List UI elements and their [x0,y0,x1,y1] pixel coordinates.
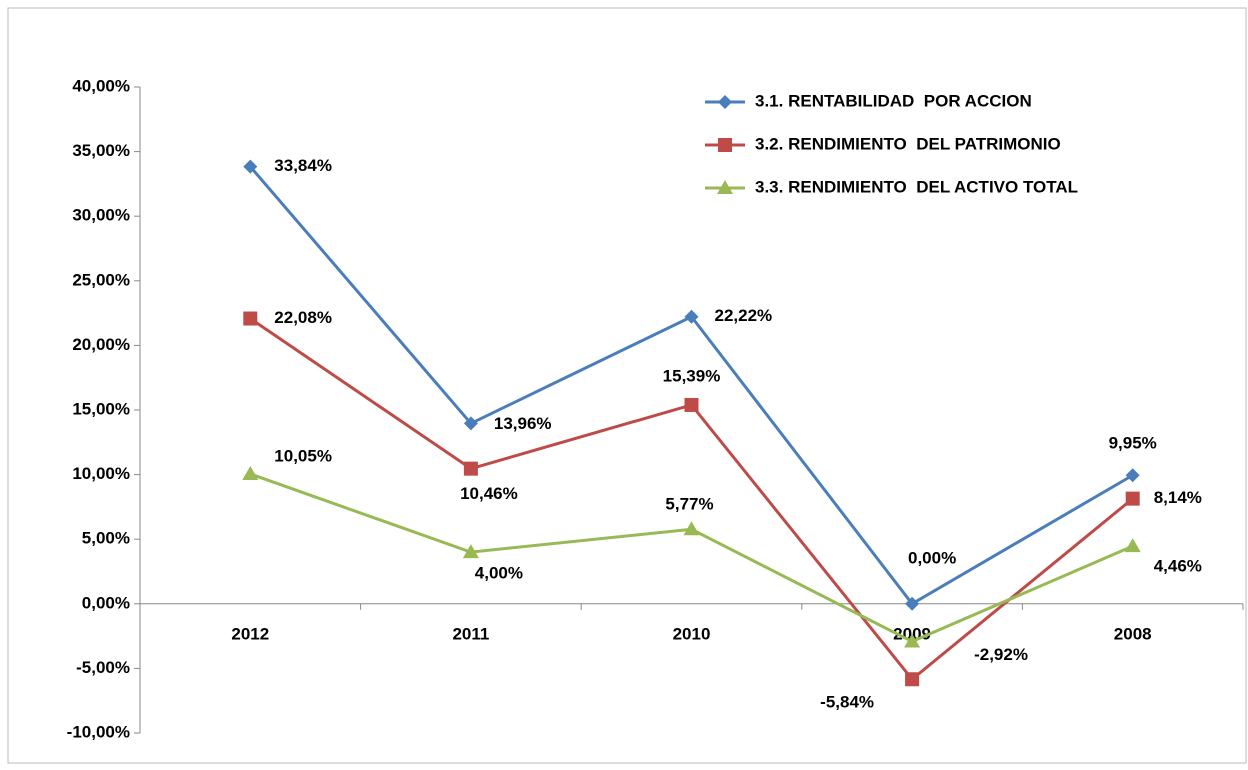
y-tick-label: 0,00% [82,593,130,612]
data-point [462,544,479,559]
data-label: 13,96% [494,414,552,433]
y-tick-label: 15,00% [72,399,130,418]
data-point [1125,468,1140,483]
data-point [242,465,259,480]
data-label: 15,39% [663,366,721,385]
data-label: 9,95% [1109,434,1157,453]
chart-frame [7,7,1247,764]
data-point [905,672,920,687]
y-tick-label: 10,00% [72,464,130,483]
legend-label: 3.2. RENDIMIENTO DEL PATRIMONIO [755,134,1061,153]
data-point [684,397,699,412]
data-label: -5,84% [820,693,874,712]
y-tick-label: 40,00% [72,76,130,95]
data-point [684,309,699,324]
x-tick-label: 2012 [231,624,269,643]
y-tick-label: 30,00% [72,206,130,225]
legend-label: 3.3. RENDIMIENTO DEL ACTIVO TOTAL [755,177,1078,196]
legend-marker [718,138,732,152]
legend-marker [717,180,733,194]
x-tick-label: 2008 [1114,624,1152,643]
data-point [463,416,478,431]
data-point [683,521,700,536]
x-tick-label: 2011 [452,624,489,643]
data-label: 22,22% [715,306,773,325]
data-label: 33,84% [274,156,332,175]
data-point [463,461,478,476]
data-label: 4,46% [1154,557,1202,576]
data-label: 10,05% [274,446,332,465]
data-point [243,159,258,174]
data-label: 22,08% [274,308,332,327]
data-label: 0,00% [908,548,956,567]
y-tick-label: 20,00% [72,335,130,354]
x-tick-label: 2010 [673,624,711,643]
data-label: 4,00% [475,564,523,583]
data-point [1124,538,1141,553]
data-point [905,596,920,611]
data-point [243,311,258,326]
legend-marker [718,95,732,109]
y-tick-label: 5,00% [82,529,130,548]
data-point [1125,491,1140,506]
y-tick-label: 25,00% [72,270,130,289]
y-tick-label: 35,00% [72,141,130,160]
legend-label: 3.1. RENTABILIDAD POR ACCION [755,91,1032,110]
y-tick-label: -5,00% [76,658,130,677]
data-label: 10,46% [460,484,518,503]
data-label: 5,77% [665,495,713,514]
data-point [904,633,921,648]
data-label: 8,14% [1154,488,1202,507]
y-tick-label: -10,00% [67,722,130,741]
data-label: -2,92% [974,645,1028,664]
